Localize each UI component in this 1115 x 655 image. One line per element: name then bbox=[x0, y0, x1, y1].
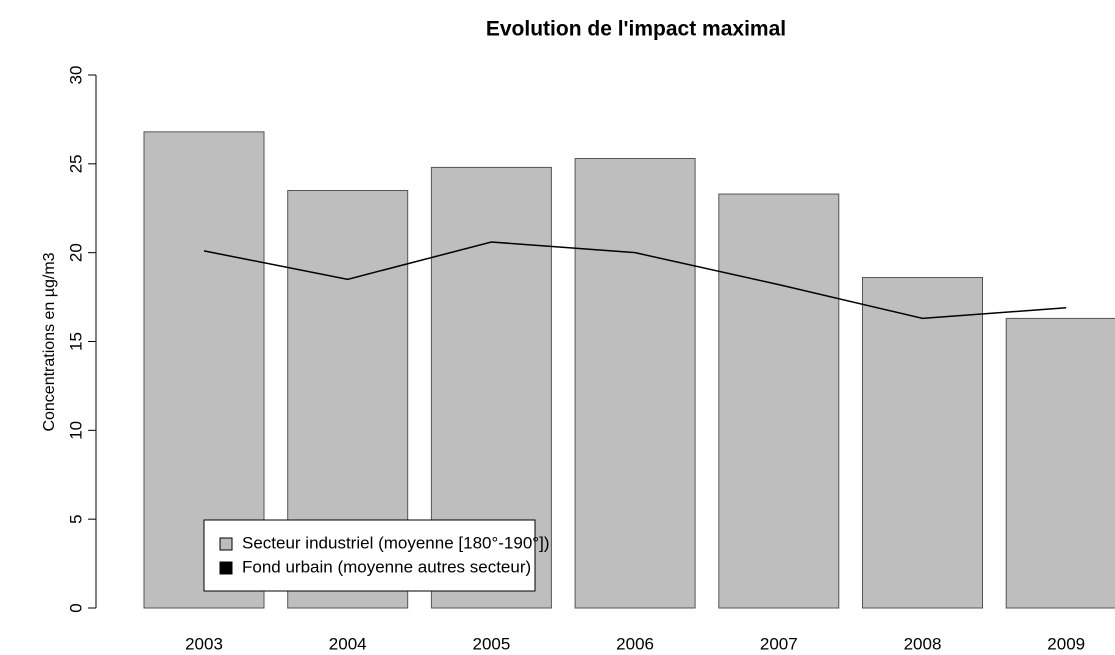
y-tick-label: 5 bbox=[66, 514, 85, 523]
legend-swatch bbox=[219, 561, 233, 575]
legend-label: Fond urbain (moyenne autres secteur) bbox=[242, 557, 531, 576]
legend-label: Secteur industriel (moyenne [180°-190°]) bbox=[242, 533, 549, 552]
y-axis-label: Concentrations en µg/m3 bbox=[41, 252, 58, 431]
legend-swatch bbox=[219, 537, 233, 551]
x-tick-label: 2004 bbox=[329, 634, 367, 653]
y-tick-label: 20 bbox=[66, 243, 85, 262]
x-tick-label: 2009 bbox=[1047, 634, 1085, 653]
y-tick-label: 15 bbox=[66, 332, 85, 351]
x-tick-label: 2007 bbox=[760, 634, 798, 653]
y-tick-label: 10 bbox=[66, 421, 85, 440]
y-tick-label: 0 bbox=[66, 603, 85, 612]
x-tick-label: 2008 bbox=[904, 634, 942, 653]
bar bbox=[574, 158, 696, 609]
x-tick-label: 2006 bbox=[616, 634, 654, 653]
bar bbox=[1005, 317, 1115, 609]
bar bbox=[718, 193, 840, 609]
y-tick-label: 25 bbox=[66, 154, 85, 173]
y-tick-label: 30 bbox=[66, 66, 85, 85]
legend-box bbox=[203, 519, 536, 592]
x-tick-label: 2003 bbox=[185, 634, 223, 653]
bar bbox=[862, 277, 983, 609]
x-tick-label: 2005 bbox=[472, 634, 510, 653]
line bbox=[203, 241, 1067, 320]
chart-title: Evolution de l'impact maximal bbox=[486, 18, 786, 41]
